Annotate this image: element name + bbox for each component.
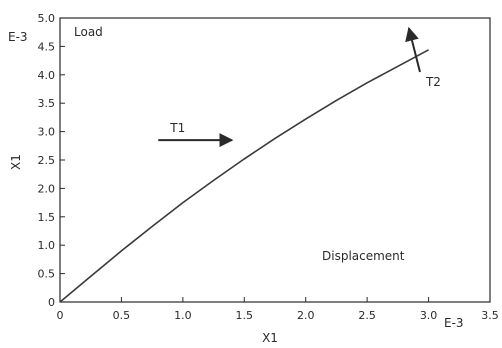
x-axis-ticks: 0 0.5 1.0 1.5 2.0 2.5 3.0 3.5 xyxy=(57,297,499,322)
y-tick-label: 0 xyxy=(48,296,55,309)
x-exponent-label: E-3 xyxy=(444,316,464,330)
x-tick-label: 1.0 xyxy=(174,309,192,322)
x-tick-label: 1.5 xyxy=(236,309,254,322)
y-tick-label: 1.0 xyxy=(38,239,56,252)
displacement-label: Displacement xyxy=(322,249,405,263)
y-tick-label: 2.5 xyxy=(38,154,56,167)
x-tick-label: 3.5 xyxy=(481,309,499,322)
y-tick-label: 3.5 xyxy=(38,97,56,110)
y-tick-label: 4.5 xyxy=(38,40,56,53)
y-axis-title: X1 xyxy=(9,154,23,170)
y-tick-label: 5.0 xyxy=(38,12,56,25)
y-tick-label: 1.5 xyxy=(38,211,56,224)
y-tick-label: 2.0 xyxy=(38,182,56,195)
plot-frame xyxy=(59,17,491,303)
annotation-arrow-t2 xyxy=(405,26,421,73)
annotation-group: T1 T2 xyxy=(158,26,441,148)
x-tick-label: 2.5 xyxy=(358,309,376,322)
y-axis-ticks: 0 0.5 1.0 1.5 2.0 2.5 3.0 3.5 4.0 4.5 5.0 xyxy=(38,12,65,309)
x-tick-label: 0.5 xyxy=(113,309,131,322)
x-axis-title: X1 xyxy=(262,331,278,345)
load-displacement-curve xyxy=(59,49,429,303)
annotation-label-t2: T2 xyxy=(425,75,441,89)
series-group xyxy=(59,49,429,303)
x-tick-label: 2.0 xyxy=(297,309,315,322)
y-tick-label: 3.0 xyxy=(38,126,56,139)
load-label: Load xyxy=(74,25,103,39)
y-tick-label: 0.5 xyxy=(38,268,56,281)
annotation-label-t1: T1 xyxy=(169,121,185,135)
y-tick-label: 4.0 xyxy=(38,69,56,82)
x-tick-label: 0 xyxy=(57,309,64,322)
x-tick-label: 3.0 xyxy=(420,309,438,322)
y-exponent-label: E-3 xyxy=(8,30,28,44)
